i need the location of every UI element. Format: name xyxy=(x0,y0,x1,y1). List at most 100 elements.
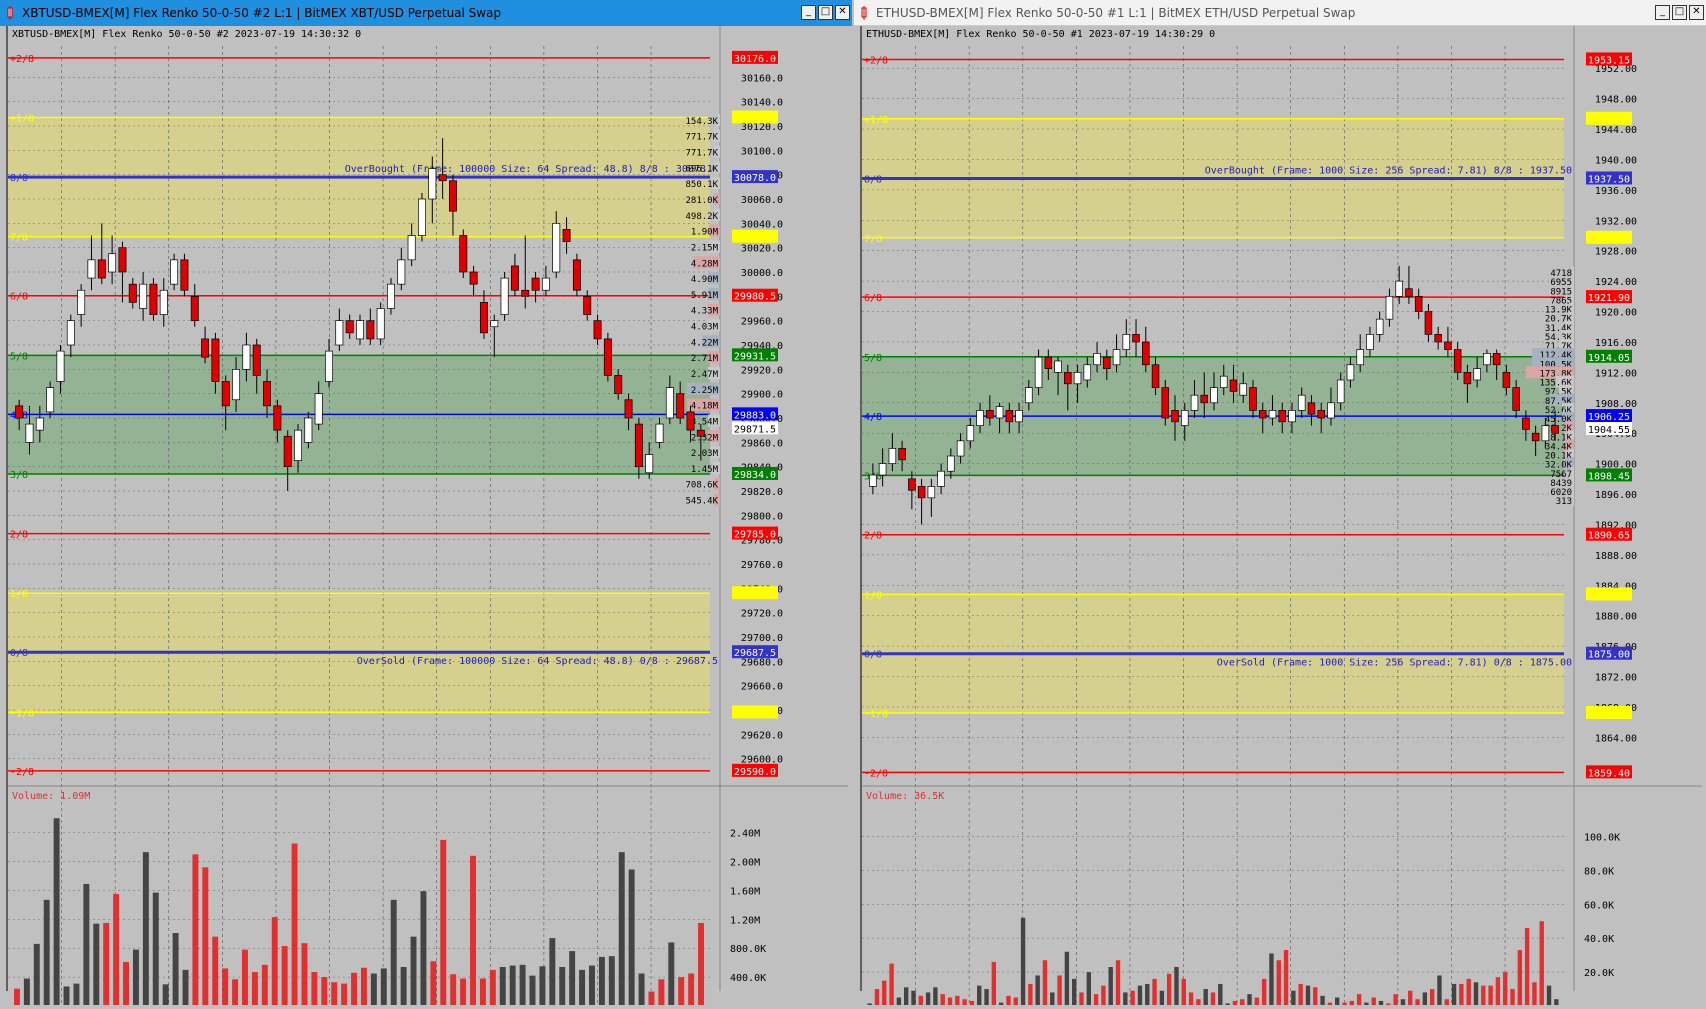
price-tick-label: 29800.0 xyxy=(741,511,783,522)
candle-body xyxy=(1317,410,1325,419)
volume-profile-label: 20.7K xyxy=(1545,315,1573,325)
volume-profile-bar xyxy=(714,208,720,221)
volume-tick-label: 80.0K xyxy=(1584,866,1614,877)
volume-bar xyxy=(608,956,615,1006)
volume-bar xyxy=(1166,973,1172,1006)
candle-body xyxy=(211,338,220,382)
price-tick-label: 1916.00 xyxy=(1595,338,1637,349)
chart-area[interactable]: ETHUSD-BMEX[M] Flex Renko 50-0-50 #1 202… xyxy=(854,26,1706,1009)
price-tick-label: 1888.00 xyxy=(1595,551,1637,562)
volume-profile-label: 771.7K xyxy=(685,149,718,159)
maximize-button[interactable]: □ xyxy=(1672,5,1687,20)
volume-tick-label: 400.0K xyxy=(730,973,766,984)
volume-bar xyxy=(519,964,526,1006)
chart-window-ethusd[interactable]: ETHUSD-BMEX[M] Flex Renko 50-0-50 #1 L:1… xyxy=(854,0,1706,1009)
close-button[interactable]: ✕ xyxy=(835,5,850,20)
candle-body xyxy=(878,463,887,476)
murrey-level-label: 7/8 xyxy=(864,234,882,245)
volume-profile-label: 850.1K xyxy=(685,180,718,190)
volume-profile-label: 54.3K xyxy=(1545,333,1573,343)
volume-tick-label: 100.0K xyxy=(1584,832,1620,843)
volume-bar xyxy=(1269,953,1274,1006)
price-tick-label: 1948.00 xyxy=(1595,95,1637,106)
candle-body xyxy=(139,283,148,309)
candle-body xyxy=(1405,288,1413,297)
overbought-label: OverBought (Frame: 100000 Size: 64 Sprea… xyxy=(345,164,718,175)
volume-profile-label: 3.54M xyxy=(691,417,719,427)
volume-profile-label: 2.71M xyxy=(691,354,719,364)
volume-bar xyxy=(1378,1000,1384,1006)
window-titlebar[interactable]: ETHUSD-BMEX[M] Flex Renko 50-0-50 #1 L:1… xyxy=(854,0,1706,26)
volume-bar xyxy=(1115,960,1121,1006)
volume-bar xyxy=(984,989,989,1006)
chart-area[interactable]: XBTUSD-BMEX[M] Flex Renko 50-0-50 #2 202… xyxy=(0,26,852,1009)
candle-body xyxy=(1453,349,1462,373)
volume-bar xyxy=(925,992,931,1006)
volume-profile-label: 4718 xyxy=(1550,269,1572,279)
price-tick-label: 30120.0 xyxy=(741,122,783,133)
close-button[interactable]: ✕ xyxy=(1689,5,1704,20)
volume-bar xyxy=(1232,1000,1238,1006)
volume-tick-label: 2.00M xyxy=(730,858,760,869)
price-level-tag-text: 29834.0 xyxy=(734,470,776,481)
volume-bar xyxy=(1422,992,1428,1006)
candle-body xyxy=(966,425,975,442)
volume-bar xyxy=(479,978,486,1006)
volume-bar xyxy=(450,974,457,1006)
candle-body xyxy=(947,455,955,472)
candle-body xyxy=(1375,318,1384,335)
volume-bar xyxy=(271,917,278,1006)
volume-bar xyxy=(1517,950,1523,1006)
volume-tick-label: 20.0K xyxy=(1584,968,1614,979)
window-titlebar[interactable]: XBTUSD-BMEX[M] Flex Renko 50-0-50 #2 L:1… xyxy=(0,0,852,26)
volume-bar xyxy=(1459,983,1464,1006)
candle-body xyxy=(917,486,926,499)
volume-profile-label: 4.03M xyxy=(691,323,719,333)
candle-body xyxy=(1395,280,1403,297)
candle-body xyxy=(201,338,210,358)
volume-bar xyxy=(1305,985,1311,1006)
minimize-button[interactable]: _ xyxy=(1655,5,1670,20)
price-tick-label: 1940.00 xyxy=(1595,155,1637,166)
ethusd-chart[interactable]: ETHUSD-BMEX[M] Flex Renko 50-0-50 #1 202… xyxy=(854,26,1706,1009)
volume-bar xyxy=(1079,992,1084,1006)
candle-body xyxy=(1229,379,1238,392)
murrey-level-label: +1/8 xyxy=(10,113,34,124)
price-tick-label: 29620.0 xyxy=(741,730,783,741)
volume-bar xyxy=(688,973,695,1006)
xbtusd-chart[interactable]: XBTUSD-BMEX[M] Flex Renko 50-0-50 #2 202… xyxy=(0,26,852,1009)
price-level-tag xyxy=(1586,765,1632,779)
volume-bar xyxy=(569,951,576,1006)
volume-bar xyxy=(579,969,586,1006)
price-tick-label: 30040.0 xyxy=(741,219,783,230)
candle-body xyxy=(263,381,272,407)
candle-body xyxy=(170,259,179,285)
price-level-tag-text: 1875.00 xyxy=(1588,650,1630,661)
volume-bar xyxy=(251,972,258,1006)
price-tick-label: 1952.00 xyxy=(1595,64,1637,75)
maximize-button[interactable]: □ xyxy=(818,5,833,20)
murrey-level-label: 5/8 xyxy=(10,351,28,362)
price-level-tag-text: 29931.5 xyxy=(734,351,776,362)
candle-body xyxy=(1307,402,1316,415)
price-level-tag xyxy=(1586,527,1632,541)
murrey-level-label: 5/8 xyxy=(864,353,882,364)
volume-profile-bar xyxy=(1559,339,1574,351)
price-tick-label: 1864.00 xyxy=(1595,733,1637,744)
candle-body xyxy=(190,295,199,322)
volume-bar xyxy=(291,843,298,1006)
volume-bar xyxy=(1123,992,1128,1006)
murrey-level-label: +2/8 xyxy=(864,55,888,66)
volume-profile-bar xyxy=(693,256,720,269)
volume-profile-bar xyxy=(1568,311,1574,324)
volume-profile-label: 18.1K xyxy=(1545,433,1573,443)
chart-window-xbtusd[interactable]: XBTUSD-BMEX[M] Flex Renko 50-0-50 #2 L:1… xyxy=(0,0,852,1009)
minimize-button[interactable]: _ xyxy=(801,5,816,20)
candle-body xyxy=(97,259,106,279)
price-tick-label: 29820.0 xyxy=(741,487,783,498)
price-tick-label: 1920.00 xyxy=(1595,308,1637,319)
price-tick-label: 1908.00 xyxy=(1595,399,1637,410)
volume-bar xyxy=(321,977,328,1006)
candle-body xyxy=(1249,387,1257,411)
volume-profile-label: 34.4K xyxy=(1545,442,1573,452)
